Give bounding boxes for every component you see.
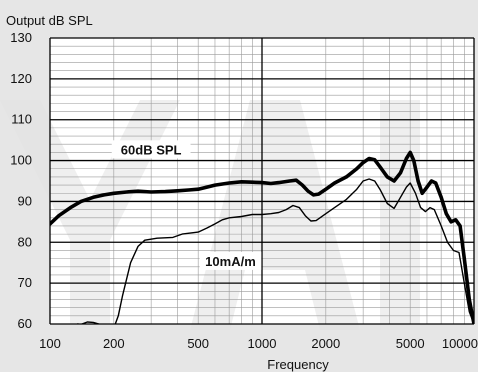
x-tick-label: 1000 [248, 336, 277, 351]
y-tick-label: 100 [10, 153, 32, 168]
y-tick-label: 60 [18, 316, 32, 331]
series-label-background [199, 251, 262, 270]
major-gridlines [49, 37, 475, 325]
x-tick-label: 200 [103, 336, 125, 351]
series-label: 10mA/m [205, 254, 256, 269]
x-tick-label: 5000 [396, 336, 425, 351]
x-axis-title: Frequency [267, 357, 329, 372]
baseline-stub-line [76, 321, 100, 324]
y-axis-title: Output dB SPL [6, 13, 93, 28]
y-tick-label: 120 [10, 71, 32, 86]
y-tick-label: 130 [10, 30, 32, 45]
series-line-60db-spl [50, 150, 474, 324]
series-label: 60dB SPL [121, 142, 182, 157]
y-tick-label: 90 [18, 193, 32, 208]
x-tick-label: 100 [39, 336, 61, 351]
x-tick-label: 2000 [311, 336, 340, 351]
tick-labels: 60 70 80 90 100 110 120 130 100 200 500 1000 2000 500… [10, 30, 478, 351]
series-line-10ma-m [114, 178, 474, 324]
y-tick-label: 70 [18, 275, 32, 290]
series-labels: 60dB SPL 10mA/m [111, 140, 262, 270]
x-tick-label: 500 [187, 336, 209, 351]
y-tick-label: 110 [11, 112, 32, 127]
series-label-background [111, 140, 191, 159]
series-layer [50, 150, 474, 324]
y-tick-label: 80 [18, 234, 32, 249]
x-tick-label: 10000 [442, 336, 478, 351]
